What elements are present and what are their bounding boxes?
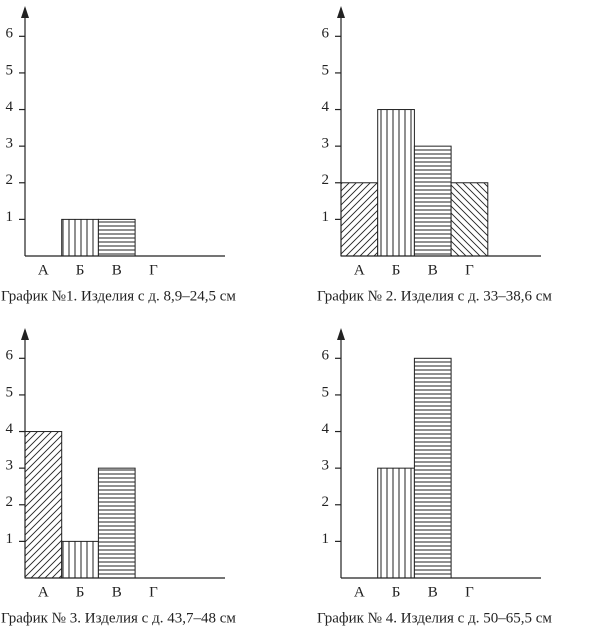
x-tick-label: А xyxy=(38,262,49,278)
y-tick-label: 6 xyxy=(6,26,14,42)
bar xyxy=(450,182,489,257)
x-tick-label: Б xyxy=(392,262,401,278)
y-tick-label: 3 xyxy=(322,136,330,152)
y-tick-label: 5 xyxy=(6,62,14,78)
bar xyxy=(413,357,452,579)
bar xyxy=(97,467,136,579)
y-tick-label: 4 xyxy=(6,421,14,437)
y-tick-label: 2 xyxy=(322,494,330,510)
x-tick-label: А xyxy=(38,584,49,600)
x-tick-label: В xyxy=(428,584,438,600)
chart-title: График №1. Изделия с д. 8,9–24,5 см xyxy=(1,288,236,304)
x-tick-label: В xyxy=(428,262,438,278)
y-axis-arrow xyxy=(337,6,345,18)
y-tick-label: 6 xyxy=(322,26,330,42)
bar xyxy=(377,109,415,257)
y-axis-arrow xyxy=(21,328,29,340)
y-tick-label: 1 xyxy=(6,209,14,225)
y-axis-arrow xyxy=(21,6,29,18)
bar xyxy=(340,182,379,257)
bar xyxy=(377,467,415,579)
y-tick-label: 2 xyxy=(6,172,14,188)
y-tick-label: 3 xyxy=(322,458,330,474)
y-tick-label: 5 xyxy=(322,384,330,400)
y-tick-label: 5 xyxy=(322,62,330,78)
x-tick-label: Г xyxy=(149,262,158,278)
y-tick-label: 5 xyxy=(6,384,14,400)
x-tick-label: Г xyxy=(465,262,474,278)
chart-title: График № 3. Изделия с д. 43,7–48 см xyxy=(1,610,236,626)
y-tick-label: 6 xyxy=(322,348,330,364)
bar xyxy=(24,431,63,579)
y-tick-label: 1 xyxy=(6,531,14,547)
y-tick-label: 6 xyxy=(6,348,14,364)
y-tick-label: 2 xyxy=(322,172,330,188)
x-tick-label: А xyxy=(354,262,365,278)
bar xyxy=(61,218,99,257)
y-tick-label: 3 xyxy=(6,136,14,152)
x-tick-label: А xyxy=(354,584,365,600)
chart-title: График № 4. Изделия с д. 50–65,5 см xyxy=(317,610,552,626)
bar xyxy=(413,145,452,257)
y-tick-label: 1 xyxy=(322,531,330,547)
y-tick-label: 3 xyxy=(6,458,14,474)
x-tick-label: Б xyxy=(76,584,85,600)
y-tick-label: 4 xyxy=(322,99,330,115)
x-tick-label: В xyxy=(112,584,122,600)
y-tick-label: 4 xyxy=(322,421,330,437)
y-tick-label: 4 xyxy=(6,99,14,115)
bar xyxy=(61,540,99,579)
x-tick-label: Б xyxy=(392,584,401,600)
x-tick-label: В xyxy=(112,262,122,278)
y-tick-label: 1 xyxy=(322,209,330,225)
y-tick-label: 2 xyxy=(6,494,14,510)
chart-title: График № 2. Изделия с д. 33–38,6 см xyxy=(317,288,552,304)
bar xyxy=(97,218,136,257)
x-tick-label: Г xyxy=(465,584,474,600)
y-axis-arrow xyxy=(337,328,345,340)
x-tick-label: Б xyxy=(76,262,85,278)
x-tick-label: Г xyxy=(149,584,158,600)
